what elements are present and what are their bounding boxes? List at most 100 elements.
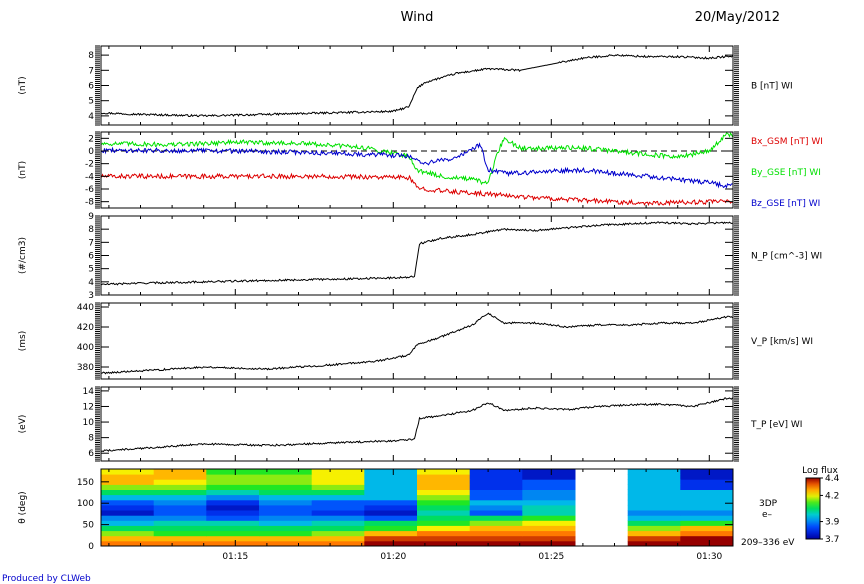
heatmap-cell xyxy=(311,499,365,506)
heatmap-cell xyxy=(522,535,576,542)
heatmap-cell xyxy=(101,510,155,516)
heatmap-cell xyxy=(680,489,734,496)
x-tick-label: 01:30 xyxy=(696,552,722,562)
heatmap-cell xyxy=(206,479,260,485)
colorbar xyxy=(805,477,821,540)
heatmap-cell xyxy=(206,525,260,532)
y-tick-label: -4 xyxy=(85,172,94,182)
heatmap-cell xyxy=(627,530,681,537)
panel-label-line: e– xyxy=(762,510,773,520)
heatmap-cell xyxy=(101,484,155,490)
y-tick-label: 150 xyxy=(77,478,94,488)
heatmap-cell xyxy=(364,525,418,532)
heatmap-cell xyxy=(469,525,523,532)
y-tick-label: 100 xyxy=(77,499,94,509)
heatmap-cell xyxy=(417,530,471,537)
heatmap-cell xyxy=(311,530,365,537)
heatmap-cell xyxy=(469,479,523,485)
heatmap-cell xyxy=(522,469,576,475)
heatmap-cell xyxy=(364,504,418,511)
plot-date: 20/May/2012 xyxy=(695,10,780,25)
panel-frame xyxy=(100,468,734,547)
series-label: T_P [eV] WI xyxy=(750,420,802,430)
heatmap-cell xyxy=(206,499,260,506)
heatmap-cell xyxy=(522,479,576,485)
heatmap-cell xyxy=(627,515,681,521)
heatmap-cell xyxy=(206,520,260,526)
heatmap-cell xyxy=(259,520,313,526)
heatmap-cell xyxy=(153,479,207,485)
heatmap-cell xyxy=(364,469,418,475)
heatmap-cell xyxy=(311,525,365,532)
heatmap-cell xyxy=(680,474,734,480)
panel-label-line: 3DP xyxy=(759,499,778,509)
heatmap-cell xyxy=(627,494,681,501)
heatmap-cell xyxy=(311,515,365,521)
heatmap-cell xyxy=(417,469,471,475)
heatmap-cell xyxy=(153,474,207,480)
heatmap-cell xyxy=(259,469,313,475)
heatmap-cell xyxy=(101,535,155,542)
heatmap-cell xyxy=(364,489,418,496)
series-line xyxy=(101,53,733,118)
y-tick-label: 380 xyxy=(77,363,94,373)
heatmap-cell xyxy=(259,479,313,485)
y-tick-label: 8 xyxy=(88,225,94,235)
heatmap-cell xyxy=(627,499,681,506)
heatmap-cell xyxy=(627,474,681,480)
heatmap-cell xyxy=(206,489,260,496)
heatmap-cell xyxy=(153,499,207,506)
heatmap-cell xyxy=(311,540,365,547)
y-tick-label: 6 xyxy=(88,449,94,459)
panel-np: 3 4 5 6 7 8 9 (#/cm3) N_P [cm^-3] WI xyxy=(18,212,822,301)
y-tick-label: 0 xyxy=(88,147,94,157)
heatmap-cell xyxy=(627,540,681,547)
heatmap-cell xyxy=(627,504,681,511)
heatmap-cell xyxy=(627,484,681,490)
heatmap-cell xyxy=(153,525,207,532)
y-tick-label: 7 xyxy=(88,238,94,248)
y-tick-label: 7 xyxy=(88,66,94,76)
heatmap-cell xyxy=(311,489,365,496)
panel-frame xyxy=(100,131,734,209)
y-tick-label: 400 xyxy=(77,343,94,353)
heatmap-cell xyxy=(153,469,207,475)
panel-vp: 380 400 420 440 (ms) V_P [km/s] WI xyxy=(18,302,813,380)
heatmap-cell xyxy=(259,535,313,542)
y-tick-label: 10 xyxy=(83,418,95,428)
heatmap-cell xyxy=(364,520,418,526)
heatmap-cell xyxy=(206,484,260,490)
series-label: Bz_GSE [nT] WI xyxy=(751,199,820,209)
y-axis-label: (#/cm3) xyxy=(18,237,28,274)
heatmap-cell xyxy=(259,474,313,480)
y-tick-label: 0 xyxy=(88,542,94,552)
heatmap-cell xyxy=(364,484,418,490)
heatmap-cell xyxy=(469,535,523,542)
y-tick-label: 8 xyxy=(88,51,94,61)
heatmap-cell xyxy=(627,510,681,516)
heatmap-cell xyxy=(469,510,523,516)
y-axis-label: (nT) xyxy=(18,161,28,179)
series-label: By_GSE [nT] WI xyxy=(751,168,821,178)
heatmap-cell xyxy=(680,469,734,475)
heatmap-cell xyxy=(417,510,471,516)
heatmap-cell xyxy=(311,484,365,490)
heatmap-cell xyxy=(417,484,471,490)
heatmap-cell xyxy=(469,474,523,480)
heatmap-cell xyxy=(364,515,418,521)
heatmap-cell xyxy=(417,535,471,542)
y-tick-label: 3 xyxy=(88,291,94,301)
heatmap-cell xyxy=(259,499,313,506)
series-line xyxy=(101,312,733,375)
heatmap-cell xyxy=(522,530,576,537)
heatmap-cell xyxy=(469,504,523,511)
heatmap-cell xyxy=(469,494,523,501)
heatmap-cell xyxy=(101,474,155,480)
heatmap-cell xyxy=(680,499,734,506)
heatmap-cell xyxy=(522,525,576,532)
heatmap-cell xyxy=(153,540,207,547)
heatmap-cell xyxy=(627,479,681,485)
heatmap-cell xyxy=(259,530,313,537)
heatmap-cell xyxy=(469,540,523,547)
